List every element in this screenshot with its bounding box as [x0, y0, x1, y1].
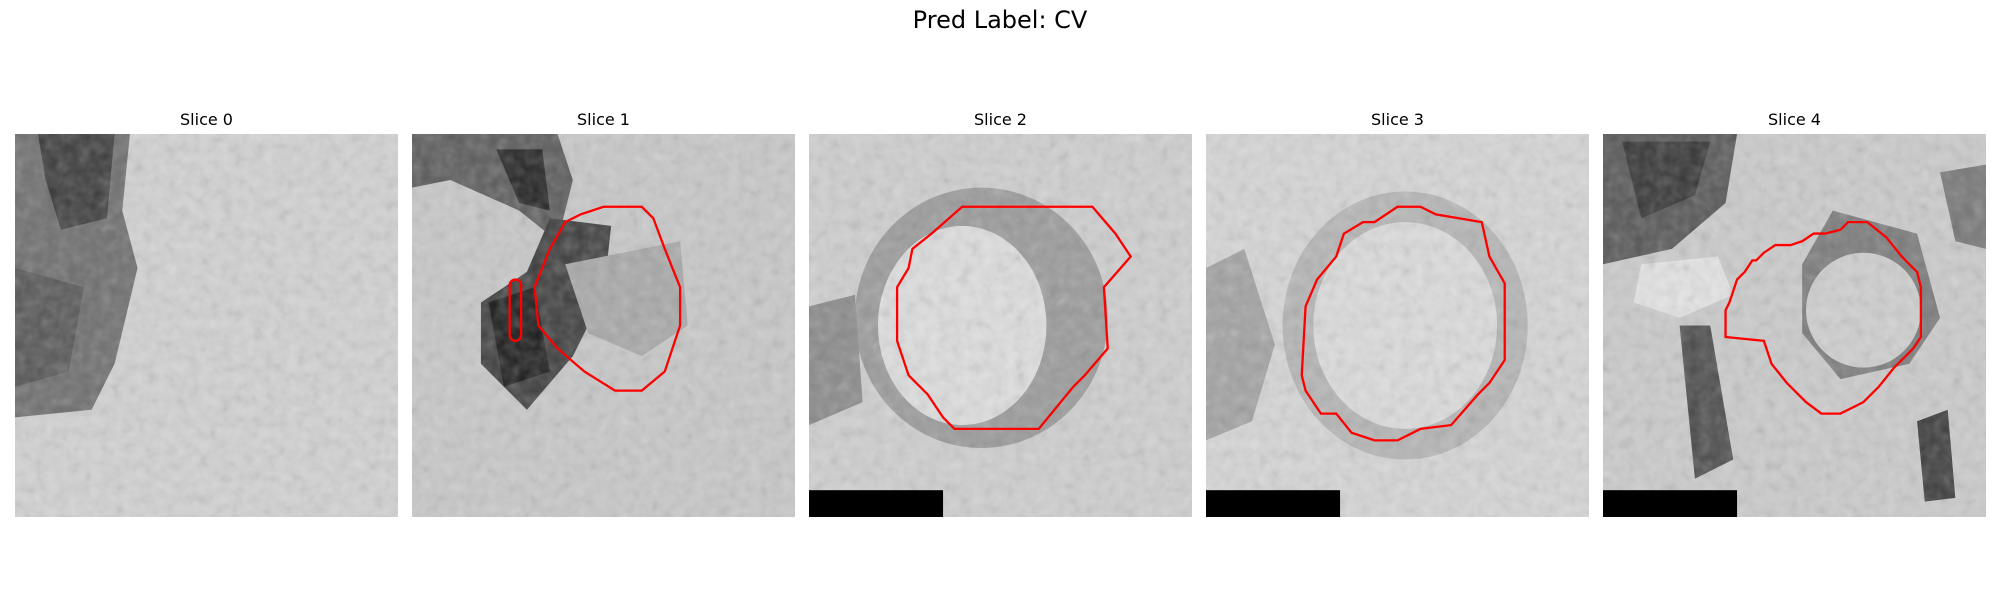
- segmentation-contour: [895, 205, 1133, 431]
- scale-bar: [1206, 490, 1341, 517]
- slice-title: Slice 1: [577, 110, 630, 129]
- em-slice-image: [809, 134, 1192, 517]
- slice-title: Slice 3: [1371, 110, 1424, 129]
- slice-title: Slice 2: [974, 110, 1027, 129]
- slice-panel-3: Slice 3: [1206, 108, 1589, 518]
- segmentation-contour: [533, 205, 682, 392]
- segmentation-contour: [508, 278, 523, 342]
- slice-title: Slice 4: [1768, 110, 1821, 129]
- em-slice-image: [1206, 134, 1589, 517]
- slice-title: Slice 0: [180, 110, 233, 129]
- slice-panel-0: Slice 0: [15, 108, 398, 518]
- em-slice-image: [412, 134, 795, 517]
- em-slice-image: [1603, 134, 1986, 517]
- em-slice-image: [15, 134, 398, 517]
- slice-panel-4: Slice 4: [1603, 108, 1986, 518]
- scale-bar: [1603, 490, 1738, 517]
- segmentation-contour: [1724, 220, 1923, 415]
- slice-panel-2: Slice 2: [809, 108, 1192, 518]
- slice-panel-1: Slice 1: [412, 108, 795, 518]
- figure-title: Pred Label: CV: [912, 6, 1088, 34]
- scale-bar: [809, 490, 944, 517]
- segmentation-contour: [1300, 205, 1506, 442]
